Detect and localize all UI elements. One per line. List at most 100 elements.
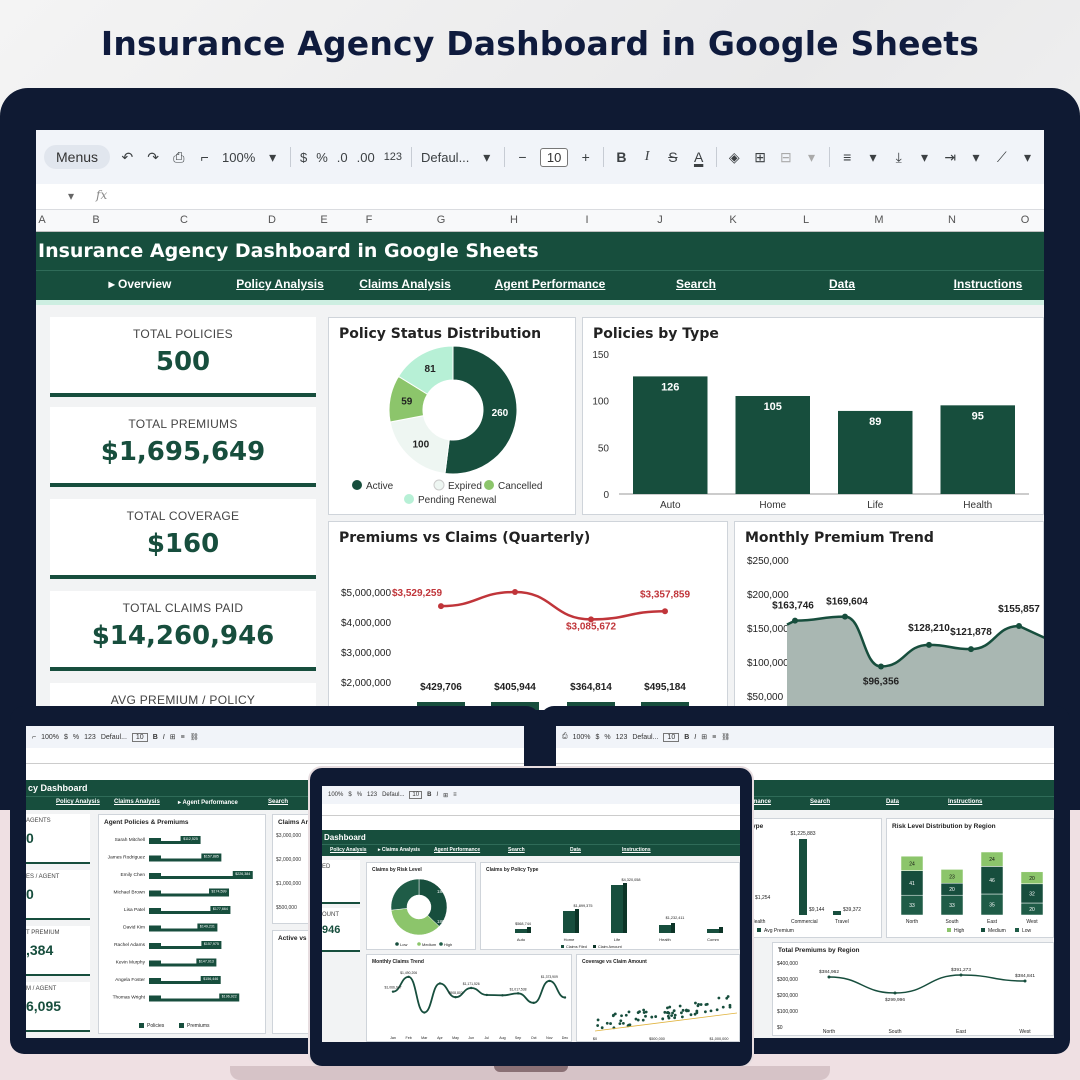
bold-button[interactable]: B (427, 792, 432, 798)
column-header[interactable]: H (510, 214, 518, 226)
column-header[interactable]: N (948, 214, 956, 226)
nav-agent-performance[interactable]: mance (752, 799, 772, 805)
align-left-icon[interactable]: ≡ (843, 149, 852, 165)
column-header[interactable]: M (874, 214, 884, 226)
nav-overview[interactable]: ▸ Overview (108, 277, 172, 291)
text-rotation-icon[interactable]: ⟋ (996, 148, 1007, 165)
column-header[interactable]: B (92, 214, 100, 226)
font-size-input[interactable]: 10 (131, 732, 148, 742)
paint-format-icon[interactable]: ⌐ (200, 149, 209, 165)
print-icon[interactable]: ⎙ (173, 148, 185, 165)
increase-decimal-button[interactable]: .00 (356, 149, 375, 165)
zoom-select[interactable]: 100% (222, 149, 256, 165)
percent-button[interactable]: % (356, 792, 363, 798)
bold-button[interactable]: B (616, 149, 627, 165)
zoom-select[interactable]: 100% (572, 733, 591, 741)
chevron-down-icon[interactable]: ▾ (808, 148, 816, 165)
nav-search[interactable]: Search (675, 277, 717, 291)
currency-button[interactable]: $ (348, 792, 352, 798)
column-header[interactable]: G (436, 214, 446, 226)
chevron-down-icon[interactable]: ▾ (972, 148, 980, 165)
chevron-down-icon[interactable]: ▾ (920, 148, 929, 165)
bold-button[interactable]: B (684, 733, 690, 741)
borders-icon[interactable]: ⊞ (701, 734, 708, 741)
borders-icon[interactable]: ⊞ (443, 792, 449, 799)
zoom-select[interactable]: 100% (328, 792, 344, 798)
number-format-button[interactable]: 123 (383, 151, 403, 163)
font-size-input[interactable]: 10 (663, 732, 680, 742)
nav-policy-analysis[interactable]: Policy Analysis (56, 799, 100, 805)
percent-button[interactable]: % (316, 149, 328, 165)
italic-button[interactable]: I (162, 733, 165, 741)
font-size-increase-button[interactable]: + (581, 149, 590, 165)
nav-instructions[interactable]: Instructions (948, 799, 983, 805)
nav-claims-analysis[interactable]: ▸ Claims Analysis (378, 847, 421, 853)
column-header[interactable]: J (657, 214, 663, 226)
font-size-input[interactable]: 10 (539, 147, 569, 167)
text-wrap-icon[interactable]: ⇥ (944, 148, 957, 165)
column-header[interactable]: I (585, 214, 589, 226)
number-format-button[interactable]: 123 (367, 792, 378, 798)
strikethrough-button[interactable]: S (668, 149, 678, 165)
column-header[interactable]: K (729, 214, 737, 226)
paint-format-icon[interactable]: ⌐ (32, 733, 37, 741)
nav-policy-analysis[interactable]: Policy Analysis (236, 277, 324, 291)
nav-agent-performance[interactable]: Agent Performance (434, 847, 481, 853)
nav-instructions[interactable]: Instructions (953, 277, 1023, 291)
currency-button[interactable]: $ (595, 733, 600, 741)
chevron-down-icon[interactable]: ▾ (1023, 148, 1032, 165)
column-header[interactable]: A (38, 214, 46, 226)
percent-button[interactable]: % (604, 733, 611, 741)
nav-agent-performance[interactable]: Agent Performance (494, 277, 606, 291)
nav-instructions[interactable]: Instructions (622, 847, 651, 853)
column-header[interactable]: O (1020, 214, 1030, 226)
nav-claims-analysis[interactable]: Claims Analysis (359, 277, 451, 291)
font-select[interactable]: Defaul... (420, 149, 470, 165)
menus-button[interactable]: Menus (44, 145, 111, 169)
nav-search[interactable]: Search (508, 847, 525, 853)
nav-data[interactable]: Data (886, 799, 900, 805)
italic-button[interactable]: I (436, 792, 439, 798)
redo-icon[interactable]: ↷ (147, 148, 160, 165)
column-header[interactable]: L (802, 214, 810, 226)
nav-policy-analysis[interactable]: Policy Analysis (330, 847, 367, 853)
nav-search[interactable]: Search (810, 799, 831, 805)
chevron-down-icon[interactable]: ▾ (483, 148, 491, 165)
column-header[interactable]: F (365, 214, 373, 226)
name-box-chevron-icon[interactable]: ▾ (68, 189, 75, 203)
chevron-down-icon[interactable]: ▾ (269, 148, 277, 165)
align-left-icon[interactable]: ≡ (712, 733, 717, 741)
align-left-icon[interactable]: ≡ (453, 792, 457, 798)
italic-button[interactable]: I (644, 149, 650, 164)
decrease-decimal-button[interactable]: .0 (336, 149, 348, 165)
link-icon[interactable]: ⛓ (721, 734, 731, 741)
merge-cells-icon[interactable]: ⊟ (779, 148, 792, 165)
borders-icon[interactable]: ⊞ (169, 734, 176, 741)
italic-button[interactable]: I (694, 733, 697, 741)
currency-button[interactable]: $ (64, 733, 68, 741)
bold-button[interactable]: B (152, 733, 158, 741)
chevron-down-icon[interactable]: ▾ (869, 148, 877, 165)
font-select[interactable]: Defaul... (100, 733, 127, 741)
undo-icon[interactable]: ↶ (121, 148, 134, 165)
nav-agent-performance[interactable]: ▸ Agent Performance (178, 800, 238, 806)
font-select[interactable]: Defaul... (382, 792, 405, 798)
number-format-button[interactable]: 123 (84, 733, 96, 741)
borders-icon[interactable]: ⊞ (754, 148, 766, 165)
nav-search[interactable]: Search (268, 799, 289, 805)
link-icon[interactable]: ⛓ (189, 734, 199, 741)
percent-button[interactable]: % (72, 733, 80, 741)
nav-data[interactable]: Data (570, 847, 581, 853)
column-header[interactable]: D (268, 214, 276, 226)
text-color-button[interactable]: A (693, 149, 704, 165)
nav-claims-analysis[interactable]: Claims Analysis (114, 799, 160, 805)
nav-data[interactable]: Data (828, 277, 856, 291)
font-size-decrease-button[interactable]: − (518, 149, 527, 165)
column-header[interactable]: C (180, 214, 188, 226)
currency-button[interactable]: $ (299, 149, 308, 165)
vertical-align-icon[interactable]: ⤓ (895, 148, 902, 165)
align-left-icon[interactable]: ≡ (180, 733, 185, 741)
zoom-select[interactable]: 100% (41, 733, 59, 741)
font-size-input[interactable]: 10 (409, 791, 423, 799)
print-icon[interactable]: ⎙ (562, 733, 568, 740)
